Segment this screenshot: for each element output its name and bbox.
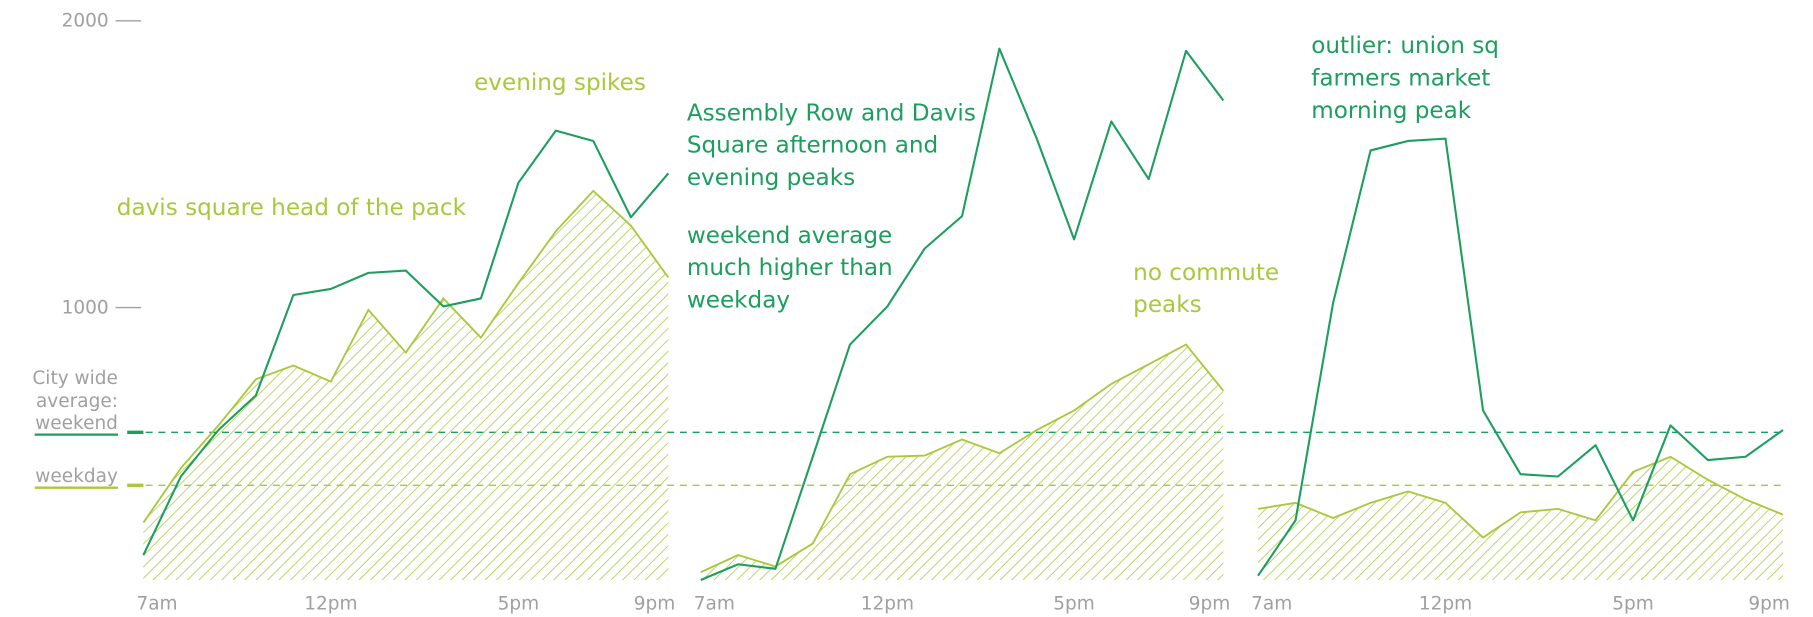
x-tick-label: 7am <box>1251 593 1292 614</box>
annotation: Square afternoon and <box>687 133 938 159</box>
panel: 7am 12pm 5pm 9pm outlier: union sq farmers ma… <box>1251 33 1790 614</box>
x-tick-label: 12pm <box>1419 593 1472 614</box>
x-tick-label: 9pm <box>1748 593 1790 614</box>
annotation: evening peaks <box>687 165 855 191</box>
line <box>1257 137 1784 577</box>
annotation: Assembly Row and Davis <box>687 100 976 126</box>
x-tick-label: 12pm <box>304 593 357 614</box>
annotation: davis square head of the pack <box>117 195 467 221</box>
line <box>700 47 1225 581</box>
legend-label: weekday <box>35 466 118 487</box>
legend-title: average: <box>36 391 118 412</box>
annotation: much higher than <box>687 255 893 281</box>
x-tick-label: 5pm <box>1053 593 1095 614</box>
area-hatch <box>143 190 669 581</box>
annotation: peaks <box>1133 292 1201 318</box>
area-hatch <box>700 344 1224 581</box>
annotation: no commute <box>1133 260 1279 286</box>
y-tick-label: 1000 <box>62 297 109 318</box>
panel: 7am 12pm 5pm 9pm Assembly Row and Davis Squar… <box>687 47 1279 614</box>
annotation: morning peak <box>1311 98 1472 124</box>
legend-label: weekend <box>35 413 118 434</box>
x-tick-label: 12pm <box>861 593 914 614</box>
x-tick-label: 5pm <box>1612 593 1654 614</box>
area-edge <box>1257 455 1784 539</box>
x-tick-label: 7am <box>694 593 735 614</box>
y-tick-label: 2000 <box>62 11 109 32</box>
annotation: weekday <box>687 288 790 314</box>
annotation: weekend average <box>687 223 892 249</box>
annotation: farmers market <box>1311 66 1490 92</box>
annotation: evening spikes <box>474 70 646 96</box>
x-tick-label: 9pm <box>1189 593 1231 614</box>
legend-title: City wide <box>32 368 118 389</box>
x-tick-label: 5pm <box>498 593 540 614</box>
x-tick-label: 7am <box>136 593 177 614</box>
area-hatch <box>1258 456 1784 581</box>
area-edge <box>142 189 670 524</box>
x-tick-label: 9pm <box>634 593 676 614</box>
line <box>142 129 670 556</box>
panel: 7am 12pm 5pm 9pm davis square head of the pa… <box>117 70 675 614</box>
area-edge <box>700 343 1225 574</box>
annotation: outlier: union sq <box>1311 33 1499 59</box>
